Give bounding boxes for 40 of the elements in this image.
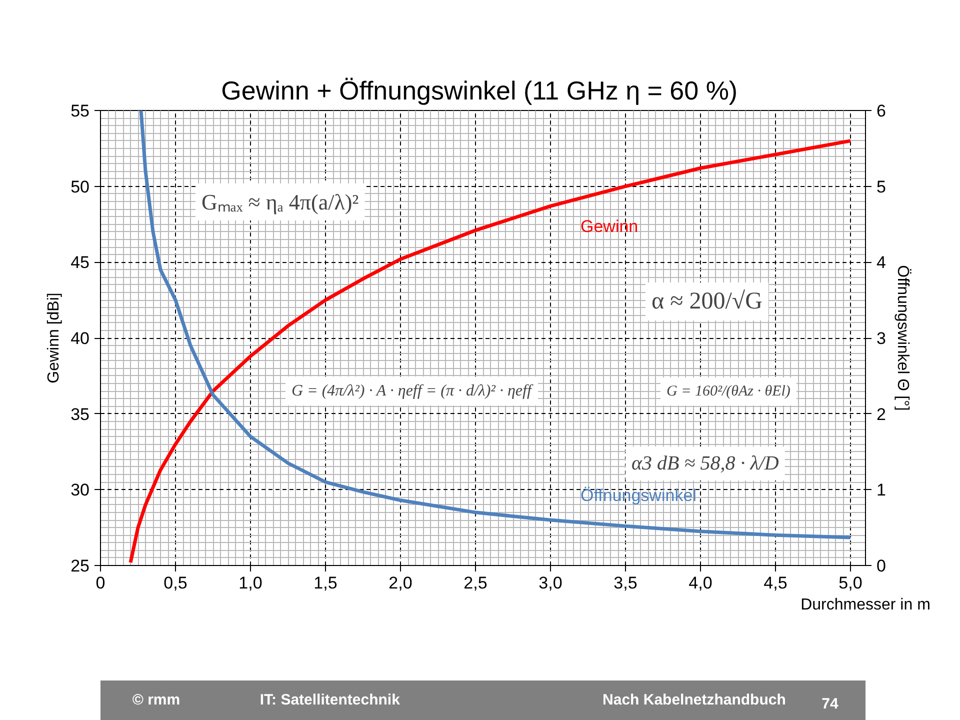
y2-tick-label: 6 xyxy=(876,102,886,120)
x-tick-label: 2,5 xyxy=(464,574,488,592)
chart-title: Gewinn + Öffnungswinkel (11 GHz η = 60 %) xyxy=(221,76,738,106)
y-axis-title: Gewinn [dBi] xyxy=(46,292,63,384)
y2-tick-label: 3 xyxy=(876,329,886,348)
x-tick-label: 5,0 xyxy=(838,574,862,592)
x-tick-label: 2,0 xyxy=(388,574,412,592)
annotation: G = 160²/(θAz · θEl) xyxy=(666,384,790,400)
y-tick-label: 25 xyxy=(70,556,90,576)
x-tick-label: 3,5 xyxy=(614,574,638,592)
text: Nach Kabelnetzhandbuch xyxy=(602,692,786,708)
x-axis-title: Durchmesser in m xyxy=(800,596,930,614)
y-tick-label: 30 xyxy=(70,480,90,500)
y2-tick-label: 4 xyxy=(876,253,886,272)
series-label: Öffnungswinkel xyxy=(580,486,696,505)
x-tick-label: 1,0 xyxy=(238,574,262,592)
x-tick-label: 4,0 xyxy=(688,574,712,592)
x-tick-label: 4,5 xyxy=(764,574,788,592)
y-tick-label: 35 xyxy=(70,404,90,424)
text: 74 xyxy=(822,696,840,712)
y2-tick-label: 1 xyxy=(876,480,886,500)
y-tick-label: 45 xyxy=(70,253,90,272)
y2-tick-label: 2 xyxy=(876,404,886,424)
annotation: α ≈ 200/√G xyxy=(652,288,762,314)
text: © rmm xyxy=(132,692,180,708)
x-tick-label: 1,5 xyxy=(314,574,338,592)
y2-axis-title: Öffnungswinkel Θ [°] xyxy=(894,265,912,411)
annotation: Gₘₐₓ ≈ ηₐ 4π(a/λ)² xyxy=(202,190,360,214)
y-tick-label: 55 xyxy=(70,102,90,120)
series-label: Gewinn xyxy=(580,217,638,236)
y2-tick-label: 0 xyxy=(876,556,886,576)
x-tick-label: 3,0 xyxy=(538,574,562,592)
y-tick-label: 50 xyxy=(70,177,90,196)
text: IT: Satellitentechnik xyxy=(260,692,401,708)
annotation: α3 dB ≈ 58,8 · λ/D xyxy=(632,452,780,474)
annotation: G = (4π/λ²) · A · ηeff = (π · d/λ)² · ηeff xyxy=(292,382,534,400)
x-tick-label: 0,5 xyxy=(164,574,188,592)
y2-tick-label: 5 xyxy=(876,177,886,196)
x-tick-label: 0 xyxy=(96,574,106,592)
y-tick-label: 40 xyxy=(70,329,90,348)
